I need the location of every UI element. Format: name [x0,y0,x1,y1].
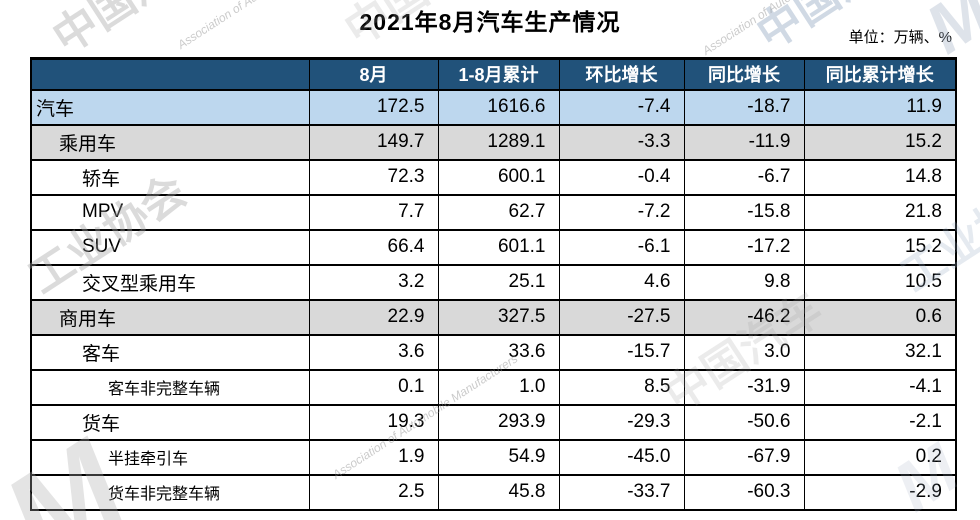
cell-value: 62.7 [437,193,560,231]
table-row: 交叉型乘用车 3.2 25.1 4.6 9.8 10.5 [30,263,957,301]
row-label: 商用车 [30,298,310,336]
cell-value: 0.6 [803,298,957,336]
cell-value: 19.3 [308,403,439,441]
cell-value: 15.2 [803,123,957,161]
table-row: 客车非完整车辆 0.1 1.0 8.5 -31.9 -4.1 [30,368,957,406]
cell-value: 149.7 [308,123,439,161]
cell-value: -2.1 [803,403,957,441]
table-row: 货车 19.3 293.9 -29.3 -50.6 -2.1 [30,403,957,441]
cell-value: 25.1 [437,263,560,301]
cell-value: 1289.1 [437,123,560,161]
cell-value: 45.8 [437,473,560,511]
cell-value: -29.3 [558,403,685,441]
cell-value: 0.2 [803,438,957,476]
cell-value: -6.1 [558,228,685,266]
cell-value: 54.9 [437,438,560,476]
row-label: 交叉型乘用车 [30,263,310,301]
cell-value: -2.9 [803,473,957,511]
cell-value: 1.0 [437,368,560,406]
cell-value: -17.2 [683,228,805,266]
cell-value: 72.3 [308,158,439,196]
row-label: 客车非完整车辆 [30,368,310,406]
cell-value: -0.4 [558,158,685,196]
cell-value: -50.6 [683,403,805,441]
row-label: MPV [30,193,310,231]
cell-value: 22.9 [308,298,439,336]
cell-value: 11.9 [803,88,957,126]
cell-value: 3.6 [308,333,439,371]
cell-value: 327.5 [437,298,560,336]
cell-value: -31.9 [683,368,805,406]
cell-value: -67.9 [683,438,805,476]
cell-value: 600.1 [437,158,560,196]
cell-value: 0.1 [308,368,439,406]
table-row: 乘用车 149.7 1289.1 -3.3 -11.9 15.2 [30,123,957,161]
col-header-month: 8月 [308,57,439,91]
cell-value: 4.6 [558,263,685,301]
table-row: 汽车 172.5 1616.6 -7.4 -18.7 11.9 [30,88,957,126]
cell-value: 8.5 [558,368,685,406]
cell-value: 66.4 [308,228,439,266]
unit-note: 单位：万辆、% [848,29,952,46]
cell-value: -4.1 [803,368,957,406]
table-row: 商用车 22.9 327.5 -27.5 -46.2 0.6 [30,298,957,336]
cell-value: 7.7 [308,193,439,231]
table-row: MPV 7.7 62.7 -7.2 -15.8 21.8 [30,193,957,231]
table-row: 轿车 72.3 600.1 -0.4 -6.7 14.8 [30,158,957,196]
table-row: 客车 3.6 33.6 -15.7 3.0 32.1 [30,333,957,371]
production-table: 8月 1-8月累计 环比增长 同比增长 同比累计增长 汽车 172.5 1616.6… [30,57,957,511]
col-header-mom-growth: 环比增长 [558,57,685,91]
cell-value: -27.5 [558,298,685,336]
cell-value: -7.2 [558,193,685,231]
cell-value: -3.3 [558,123,685,161]
table-row: 半挂牵引车 1.9 54.9 -45.0 -67.9 0.2 [30,438,957,476]
cell-value: 2.5 [308,473,439,511]
table-row: SUV 66.4 601.1 -6.1 -17.2 15.2 [30,228,957,266]
cell-value: 14.8 [803,158,957,196]
col-header-category [30,57,310,91]
cell-value: -33.7 [558,473,685,511]
cell-value: -18.7 [683,88,805,126]
cell-value: -6.7 [683,158,805,196]
table-body: 汽车 172.5 1616.6 -7.4 -18.7 11.9 乘用车 149.7 1289.1… [30,88,957,511]
cell-value: -15.7 [558,333,685,371]
cell-value: 1616.6 [437,88,560,126]
col-header-yoy-growth: 同比增长 [683,57,805,91]
col-header-yoy-cum-growth: 同比累计增长 [803,57,957,91]
cell-value: -15.8 [683,193,805,231]
cell-value: 601.1 [437,228,560,266]
row-label: 轿车 [30,158,310,196]
cell-value: -45.0 [558,438,685,476]
col-header-cumulative: 1-8月累计 [437,57,560,91]
row-label: SUV [30,228,310,266]
cell-value: 3.0 [683,333,805,371]
cell-value: 1.9 [308,438,439,476]
table-row: 货车非完整车辆 2.5 45.8 -33.7 -60.3 -2.9 [30,473,957,511]
cell-value: -11.9 [683,123,805,161]
cell-value: 3.2 [308,263,439,301]
row-label: 客车 [30,333,310,371]
row-label: 货车 [30,403,310,441]
cell-value: -7.4 [558,88,685,126]
cell-value: 9.8 [683,263,805,301]
row-label: 汽车 [30,88,310,126]
page-title: 2021年8月汽车生产情况 [359,9,621,35]
row-label: 乘用车 [30,123,310,161]
cell-value: 172.5 [308,88,439,126]
header-row: 8月 1-8月累计 环比增长 同比增长 同比累计增长 [30,57,957,91]
cell-value: 293.9 [437,403,560,441]
cell-value: -60.3 [683,473,805,511]
cell-value: 10.5 [803,263,957,301]
row-label: 货车非完整车辆 [30,473,310,511]
cell-value: 15.2 [803,228,957,266]
cell-value: 21.8 [803,193,957,231]
row-label: 半挂牵引车 [30,438,310,476]
cell-value: 32.1 [803,333,957,371]
cell-value: 33.6 [437,333,560,371]
cell-value: -46.2 [683,298,805,336]
